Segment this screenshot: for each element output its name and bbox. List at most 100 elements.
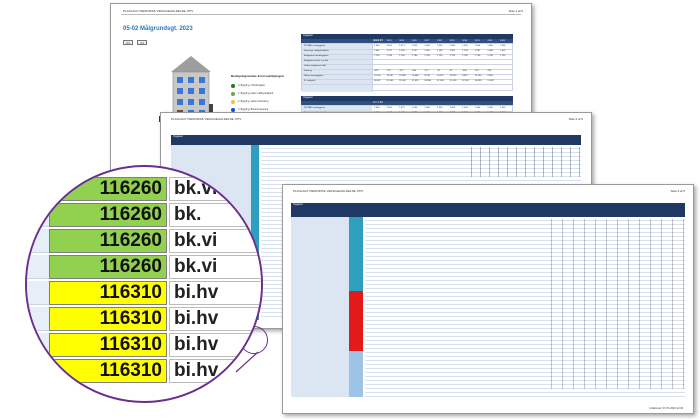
row-value: 9.990: [487, 75, 493, 77]
year-header: 2024: [386, 40, 392, 43]
row-value: 1.500: [500, 107, 506, 109]
magnifier-callout: 116260 bk.vi 116260 bk. 116260 bk.vi 116…: [25, 165, 263, 403]
row-label: PPV/ÅD henlæggelse: [304, 107, 326, 109]
table-header: Opgaver: [171, 135, 581, 145]
row-label: Ultimo henlæggelse: [304, 75, 324, 77]
magnified-text: bi.hv: [169, 281, 261, 305]
row-value: 1.500: [374, 45, 380, 47]
table-a-subheader: År i 1.00: [301, 39, 513, 43]
magnified-code: 116310: [49, 307, 167, 331]
row-value: 57.069: [386, 80, 394, 82]
row-label: Under budgetteret drift: [304, 65, 326, 67]
table-title: Opgaver: [173, 135, 183, 138]
row-value: 1.500: [474, 45, 481, 47]
row-value: 10.937: [386, 75, 394, 77]
magnified-row: 116260 bk.vi: [27, 255, 261, 279]
row-value: 1.500: [500, 45, 506, 47]
magnified-row: 116310 bi.hv: [27, 281, 261, 305]
magnified-code: 116260: [49, 203, 167, 227]
year-header: 2030: [462, 40, 468, 43]
table-a-unit: År i 1.00: [373, 39, 383, 42]
row-value: 1.877: [399, 107, 405, 109]
report-title: 05-02 Målgrundsgt. 2023: [123, 26, 193, 32]
row-value: 1.790: [437, 55, 443, 57]
row-value: 1.501: [386, 45, 393, 47]
page-header: PLANLAGT PERIODISK VEDLIGEHOLDELSE, PPV: [171, 117, 242, 121]
row-value: 1.500: [449, 45, 456, 47]
page-header: PLANLAGT PERIODISK VEDLIGEHOLDELSE, PPV: [123, 9, 194, 13]
row-value: 1.050: [411, 45, 418, 47]
row-value: 57.087: [487, 80, 495, 82]
year-header: 2023: [374, 40, 379, 43]
legend-item: 1. Bygning, lokal / uafbrydelighed: [238, 92, 274, 95]
row-value: -619: [374, 70, 379, 72]
row-value: 1.501: [386, 107, 393, 109]
table-header: Opgaver: [291, 203, 685, 217]
id-column: [291, 217, 349, 397]
row-value: -217: [386, 70, 391, 72]
table-a-body: 2023 2024 2025 2026 2027 2028 2029 2030 2031 2032…: [301, 40, 513, 92]
toolbar-button-1[interactable]: Ud: [123, 40, 133, 45]
page-number: Side 3 af 5: [670, 189, 685, 193]
year-header: 2028: [437, 40, 442, 43]
legend-swatch: [231, 108, 235, 112]
magnified-code: 116310: [49, 281, 167, 305]
row-value: 1.500: [424, 107, 430, 109]
row-value: 1.500: [449, 107, 456, 109]
magnified-code: 116260: [49, 177, 167, 201]
magnified-row: 116310 bi.hv: [27, 333, 261, 357]
magnified-text: bk.vi: [169, 229, 261, 253]
table-b-unit: År i 1.00: [373, 101, 383, 104]
magnified-code: 116260: [49, 255, 167, 279]
row-value: 57.069: [449, 80, 457, 82]
magnified-code: 116310: [49, 359, 167, 383]
magnified-row: 116310 bi.hv: [27, 307, 261, 331]
toolbar-button-2[interactable]: Ud: [137, 40, 147, 45]
row-value: 1.168: [437, 50, 443, 52]
magnified-text: bk.vi: [169, 177, 261, 201]
row-value: 9.730: [424, 75, 430, 77]
magnified-row: 116260 bk.vi: [27, 177, 261, 201]
code-column-red: [349, 291, 363, 351]
page-number: Side 1 af 5: [508, 9, 523, 13]
magnified-row: 116260 bk.vi: [27, 229, 261, 253]
row-value: 1.500: [487, 45, 493, 47]
row-value: 1.387: [449, 50, 456, 52]
row-value: 133: [474, 70, 479, 72]
magnified-code: 116310: [49, 333, 167, 357]
legend-swatch: [231, 92, 235, 96]
magnified-text: bi.hv: [169, 333, 261, 357]
table-title: Opgaver: [293, 203, 303, 206]
table-a-title: Opgaver: [303, 34, 313, 37]
year-header: 2029: [449, 40, 455, 43]
row-value: 57.099: [437, 80, 444, 82]
magnified-text: bi.hv: [169, 307, 261, 331]
row-value: 1.087: [474, 50, 481, 52]
row-value: 1.127: [386, 50, 393, 52]
row-label: Pr. bolig/m2: [304, 80, 316, 82]
row-value: 1.088: [487, 50, 493, 52]
legend-item: 2. Bygning, større forbedring: [238, 100, 269, 103]
row-value: 1.020: [399, 50, 405, 52]
row-value: 57.029: [411, 80, 419, 82]
legend-item: 0. Bygning, uhindringsløs: [238, 84, 265, 87]
row-value: 57.061: [399, 80, 406, 82]
row-value: 57.051: [462, 80, 469, 82]
page-header: PLANLAGT PERIODISK VEDLIGEHOLDELSE, PPV: [293, 189, 364, 193]
row-value: 1.237: [411, 50, 418, 52]
row-label: Budgetteret henl. fra drift: [304, 60, 329, 62]
row-value: 1.790: [487, 55, 493, 57]
table-body: [291, 217, 685, 397]
row-value: 1.234: [462, 50, 468, 52]
row-value: 1.500: [424, 45, 430, 47]
row-value: 1.050: [411, 107, 418, 109]
row-value: 1.500: [462, 45, 468, 47]
row-value: 1.340: [374, 50, 380, 52]
row-value: 1.500: [487, 107, 493, 109]
magnified-text: bi.hv: [169, 359, 261, 383]
row-value: 1.790: [474, 55, 481, 57]
row-value: -408: [462, 70, 467, 72]
year-header: 2031: [474, 40, 480, 43]
row-value: -404: [411, 70, 417, 72]
year-header: 2033: [500, 40, 505, 43]
